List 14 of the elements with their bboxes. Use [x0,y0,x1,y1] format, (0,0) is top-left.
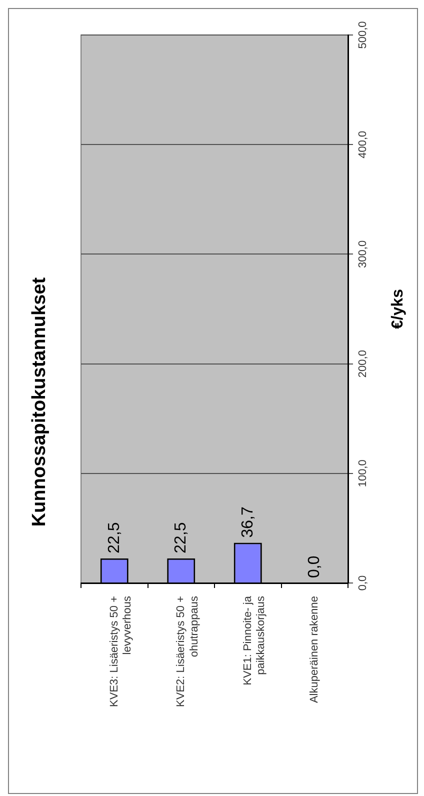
y-tick-label: 200,0 [357,350,370,378]
data-label: 22,5 [172,522,190,554]
text: Kunnossapitokustannukset [29,276,50,527]
y-tick-label: 300,0 [357,240,370,268]
data-label: 36,7 [239,506,256,538]
y-tick-label: 500,0 [357,21,370,49]
data-label: 22,5 [106,522,123,554]
x-tick-label: KVE3: Lisäeristys 50 + levyverhous [108,596,134,707]
y-tick-label: 0,0 [357,575,370,591]
y-tick-label: 400,0 [357,130,370,158]
y-axis-title: €/yks [389,288,406,330]
x-tick-label: Alkuperäinen rakenne [308,596,321,704]
y-tick-label: 100,0 [357,460,370,488]
data-label: 0,0 [306,556,324,578]
